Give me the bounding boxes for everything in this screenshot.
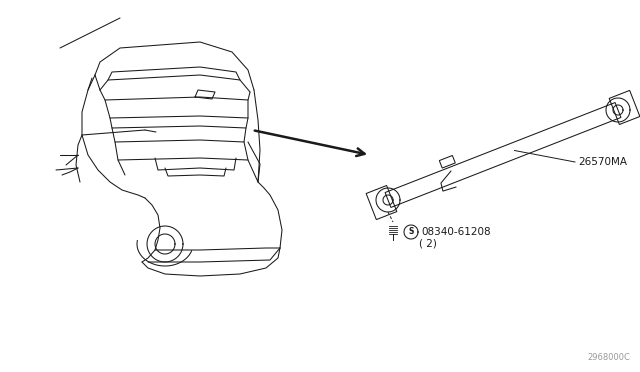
- Text: ( 2): ( 2): [419, 238, 437, 248]
- Text: 08340-61208: 08340-61208: [421, 227, 491, 237]
- Text: 2968000C: 2968000C: [587, 353, 630, 362]
- Text: S: S: [408, 228, 413, 237]
- Text: 26570MA: 26570MA: [578, 157, 627, 167]
